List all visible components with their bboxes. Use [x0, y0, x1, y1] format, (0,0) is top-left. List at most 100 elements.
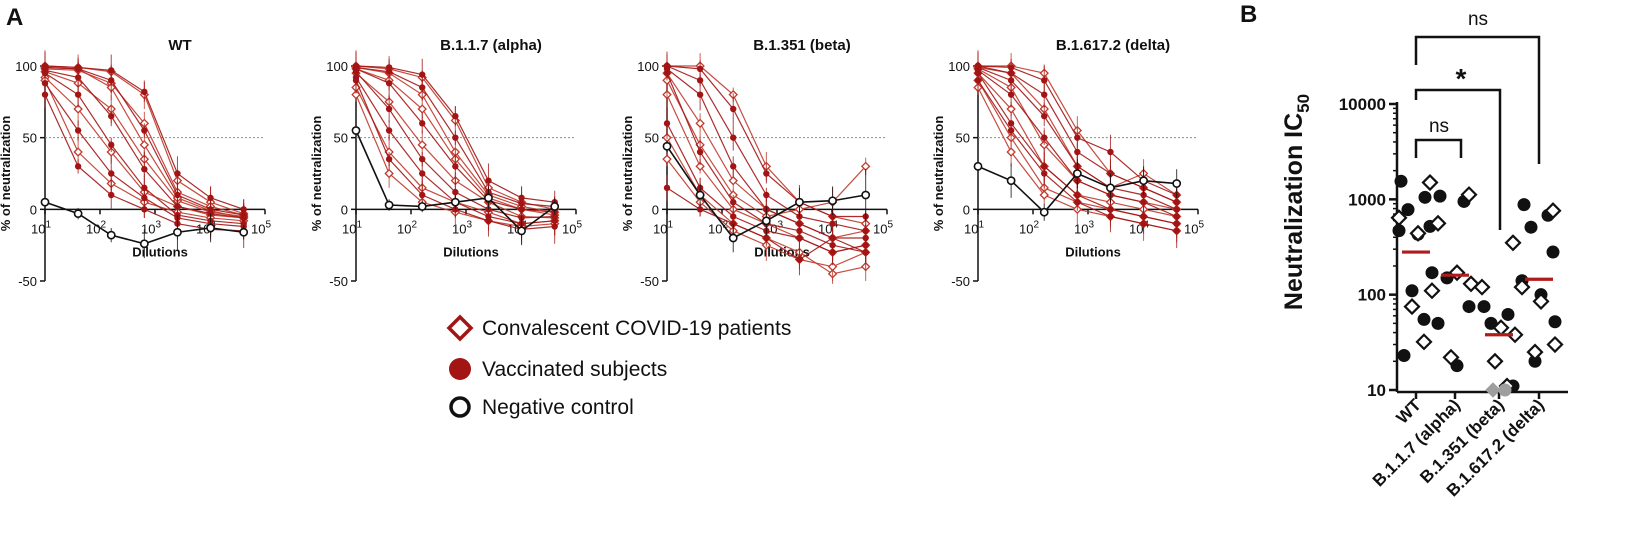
point-control [206, 223, 215, 233]
x-axis-label: Dilutions [132, 244, 188, 259]
bracket-wt-alpha [1414, 138, 1463, 158]
point-convalescent [1546, 335, 1564, 354]
y-tick-label: -50 [329, 274, 348, 289]
point-vaccinated [108, 170, 115, 177]
point-vaccinated [74, 163, 82, 170]
point-vaccinated [1007, 77, 1015, 84]
point-vaccinated [207, 194, 214, 202]
x-tick-base: 10 [251, 221, 265, 236]
significance-brackets: ns * ns [1414, 9, 1541, 230]
point-control [517, 226, 526, 236]
point-control [139, 239, 149, 249]
point-control [1106, 183, 1115, 193]
x-tick-label: 105 [873, 219, 893, 236]
y-tick-label: 100 [948, 59, 970, 74]
point-control [761, 216, 771, 226]
point-vaccinated [1074, 134, 1081, 141]
point-control [450, 197, 460, 207]
y-tick-label: -50 [18, 274, 37, 289]
bracket-wt-beta [1414, 88, 1502, 230]
x-tick-exponent: 2 [100, 219, 106, 230]
point-control [695, 190, 705, 200]
point-control [550, 202, 560, 211]
y-tick-label: 1000 [1348, 190, 1386, 209]
circle-filled-icon [449, 358, 471, 380]
series-vaccinated-6 [663, 174, 869, 276]
point-vaccinated [796, 234, 803, 242]
x-tick-base: 10 [1019, 221, 1033, 236]
legend: Convalescent COVID-19 patients Vaccinate… [446, 314, 791, 419]
series-vaccinated-6 [974, 67, 1180, 249]
point-vaccinated [385, 155, 393, 163]
point-vaccinated [696, 65, 704, 73]
point-vaccinated [1007, 127, 1015, 134]
point-convalescent [1039, 190, 1049, 200]
point-vaccinated [1418, 190, 1432, 204]
point-vaccinated [1173, 227, 1180, 235]
panel-b-ylabel-subscript: 50 [1294, 94, 1313, 113]
point-vaccinated [696, 91, 704, 98]
x-axis-label: Dilutions [443, 244, 499, 259]
x-tick-base: 10 [653, 221, 667, 236]
point-convalescent [1532, 292, 1550, 310]
y-tick-label: 0 [341, 202, 348, 217]
point-vaccinated [829, 234, 836, 242]
point-vaccinated [1546, 245, 1560, 259]
bracket-wt-delta [1414, 35, 1541, 164]
x-tick-label: 101 [31, 219, 51, 236]
point-control [973, 161, 983, 171]
point-vaccinated [1394, 174, 1408, 188]
point-convalescent [1473, 278, 1491, 296]
point-convalescent [662, 154, 672, 164]
point-vaccinated [141, 127, 148, 134]
point-convalescent [1403, 298, 1421, 316]
point-vaccinated [452, 163, 459, 170]
point-vaccinated [696, 206, 704, 213]
panel-b-ylabel-main: Neutralization IC [1280, 113, 1308, 310]
x-tick-label: 105 [251, 219, 271, 236]
point-control [1172, 179, 1182, 188]
point-control [351, 126, 361, 135]
point-convalescent [1504, 234, 1522, 252]
x-tick-exponent: 1 [667, 219, 673, 230]
x-tick-label: 102 [86, 219, 106, 236]
point-vaccinated [1397, 349, 1411, 363]
y-tick-label: -50 [640, 274, 659, 289]
point-convalescent [827, 261, 838, 272]
point-control [417, 202, 427, 211]
legend-item-vaccinated: Vaccinated subjects [449, 358, 667, 381]
point-control [73, 209, 83, 219]
legend-item-convalescent: Convalescent COVID-19 patients [446, 314, 791, 342]
x-tick-exponent: 2 [411, 219, 417, 230]
point-vaccinated [385, 80, 393, 87]
point-control [861, 190, 871, 200]
x-tick-base: 10 [1184, 221, 1198, 236]
point-vaccinated [485, 217, 492, 224]
point-convalescent [1409, 224, 1427, 242]
point-control [795, 197, 804, 207]
point-vaccinated [663, 120, 671, 127]
point-vaccinated [141, 206, 148, 213]
panel-b-ylabel: Neutralization IC50 [1280, 94, 1313, 310]
point-vaccinated [419, 120, 426, 127]
series-negative-control [351, 124, 560, 246]
point-vaccinated [763, 170, 770, 177]
y-tick-label: 100 [1358, 286, 1386, 305]
point-convalescent [417, 104, 427, 114]
point-convalescent [1006, 147, 1016, 157]
point-control [1039, 207, 1049, 217]
y-tick-label: 50 [23, 131, 37, 146]
x-tick-exponent: 5 [1198, 219, 1204, 230]
chart-title: B.1.351 (beta) [753, 37, 851, 54]
x-tick-exponent: 3 [466, 219, 472, 230]
series-negative-control [662, 140, 871, 253]
point-vaccinated [41, 91, 49, 98]
sig-label-wt-alpha: ns [1429, 116, 1449, 137]
point-vaccinated [385, 127, 393, 134]
point-vaccinated [763, 234, 770, 242]
point-vaccinated [108, 112, 115, 120]
point-vaccinated [141, 194, 148, 202]
point-vaccinated [1405, 284, 1419, 298]
